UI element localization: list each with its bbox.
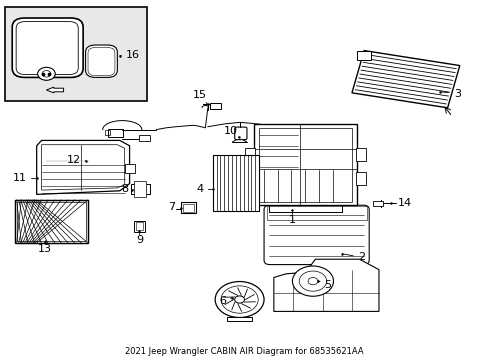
Text: 2: 2: [358, 252, 365, 262]
Text: 12: 12: [67, 155, 81, 165]
Circle shape: [292, 266, 333, 296]
Polygon shape: [37, 140, 129, 194]
Bar: [15, 200, 88, 243]
Bar: [355, 148, 365, 161]
FancyBboxPatch shape: [234, 127, 246, 140]
Bar: [356, 51, 371, 60]
Bar: [264, 140, 270, 144]
Text: 5: 5: [324, 280, 330, 290]
Text: 14: 14: [397, 198, 411, 208]
Text: 7: 7: [168, 202, 175, 212]
Bar: [210, 103, 221, 109]
Bar: [15, 200, 88, 243]
Bar: [355, 172, 365, 185]
Bar: [134, 181, 146, 197]
Text: 11: 11: [13, 173, 26, 183]
Text: 16: 16: [126, 50, 140, 60]
Bar: [245, 148, 255, 161]
Bar: [267, 136, 280, 142]
Circle shape: [38, 67, 55, 80]
Bar: [139, 135, 150, 141]
Text: 2021 Jeep Wrangler CABIN AIR Diagram for 68535621AA: 2021 Jeep Wrangler CABIN AIR Diagram for…: [125, 347, 363, 356]
Bar: [107, 129, 123, 137]
Polygon shape: [273, 259, 378, 311]
Bar: [105, 130, 110, 135]
Bar: [372, 201, 382, 206]
Bar: [212, 155, 259, 211]
Bar: [131, 184, 149, 194]
FancyBboxPatch shape: [12, 18, 83, 77]
Bar: [181, 202, 195, 213]
Bar: [17, 202, 85, 241]
Bar: [227, 317, 251, 321]
Bar: [245, 180, 255, 193]
Text: 1: 1: [288, 215, 295, 225]
Text: 15: 15: [192, 90, 206, 100]
Text: 4: 4: [196, 184, 203, 194]
Bar: [183, 204, 193, 212]
Text: 10: 10: [224, 126, 237, 136]
FancyBboxPatch shape: [85, 45, 117, 77]
Text: 6: 6: [219, 296, 225, 306]
Polygon shape: [351, 51, 459, 108]
Text: 8: 8: [121, 184, 128, 194]
Bar: [134, 221, 145, 232]
FancyBboxPatch shape: [264, 205, 368, 265]
Bar: [259, 128, 351, 202]
Text: 9: 9: [136, 235, 142, 246]
Bar: [124, 164, 135, 173]
Bar: [5, 7, 146, 101]
Bar: [266, 206, 366, 220]
Circle shape: [215, 282, 264, 318]
Text: 13: 13: [38, 244, 52, 254]
Bar: [136, 222, 143, 230]
Bar: [254, 124, 356, 205]
Text: 3: 3: [453, 89, 460, 99]
FancyBboxPatch shape: [43, 157, 92, 164]
Polygon shape: [46, 87, 63, 93]
